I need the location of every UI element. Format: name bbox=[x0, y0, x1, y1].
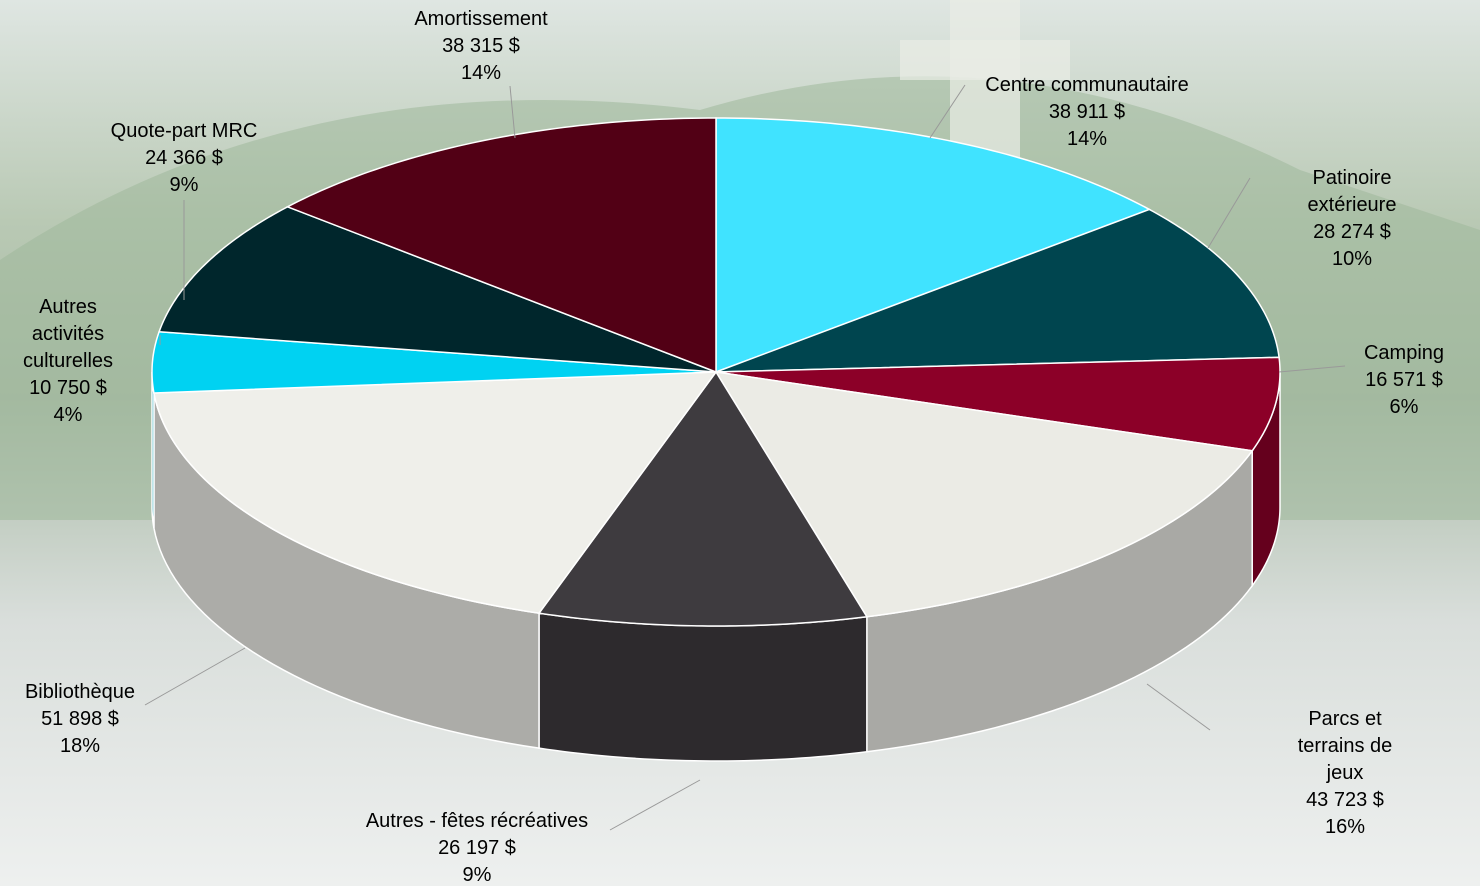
label-text: 18% bbox=[59, 735, 101, 757]
data-label: Parcs et terrains de jeux 43 723 $ 16% bbox=[1278, 706, 1413, 841]
slice bbox=[715, 208, 1280, 373]
label-text: 14% bbox=[1066, 128, 1108, 150]
slice bbox=[158, 206, 717, 373]
label-text: 38 315 $ bbox=[442, 35, 520, 57]
slice bbox=[285, 117, 717, 374]
data-label: Camping 16 571 $ 6% bbox=[1364, 340, 1444, 421]
label-text: 43 723 $ bbox=[1306, 789, 1384, 811]
slice-side bbox=[151, 371, 155, 529]
label-text: Patinoire extérieure bbox=[1307, 167, 1397, 216]
leader-line bbox=[929, 84, 966, 139]
label-text: 38 911 $ bbox=[1048, 101, 1126, 123]
leader-line bbox=[609, 779, 701, 831]
slice bbox=[537, 370, 869, 627]
label-text: 6% bbox=[1389, 396, 1419, 418]
data-label: Autres - fêtes récréatives 26 197 $ 9% bbox=[366, 808, 588, 886]
label-text: Quote-part MRC bbox=[110, 120, 258, 142]
label-text: 24 366 $ bbox=[145, 147, 223, 169]
slice bbox=[153, 371, 718, 614]
label-text: 9% bbox=[169, 174, 199, 196]
leader-line bbox=[509, 85, 516, 139]
label-text: 26 197 $ bbox=[438, 837, 516, 859]
data-label: Centre communautaire 38 911 $ 14% bbox=[985, 72, 1188, 153]
leader-line bbox=[1278, 365, 1346, 373]
leader-line bbox=[1146, 683, 1211, 731]
label-text: 16 571 $ bbox=[1365, 369, 1443, 391]
label-text: Parcs et terrains de jeux bbox=[1297, 708, 1393, 784]
label-text: Camping bbox=[1363, 342, 1445, 364]
label-text: 9% bbox=[462, 864, 492, 886]
label-text: Autres - fêtes récréatives bbox=[365, 810, 589, 832]
data-label: Autres activités culturelles 10 750 $ 4% bbox=[13, 294, 123, 429]
label-text: 10 750 $ bbox=[29, 377, 107, 399]
data-label: Amortissement 38 315 $ 14% bbox=[414, 6, 547, 87]
label-text: Centre communautaire bbox=[985, 74, 1189, 96]
label-text: Amortissement bbox=[414, 8, 548, 30]
leader-line bbox=[1207, 177, 1251, 249]
background-cross bbox=[900, 40, 1070, 80]
slice bbox=[151, 330, 717, 394]
slice bbox=[715, 117, 1152, 374]
slice-side bbox=[538, 612, 868, 762]
label-text: 10% bbox=[1331, 248, 1373, 270]
leader-line bbox=[144, 647, 246, 706]
data-label: Patinoire extérieure 28 274 $ 10% bbox=[1288, 165, 1416, 273]
label-text: 16% bbox=[1324, 816, 1366, 838]
label-text: Autres activités culturelles bbox=[22, 296, 114, 372]
label-text: Bibliothèque bbox=[24, 681, 136, 703]
data-label: Bibliothèque 51 898 $ 18% bbox=[25, 679, 135, 760]
label-text: 14% bbox=[460, 62, 502, 84]
label-text: 4% bbox=[53, 404, 83, 426]
label-text: 28 274 $ bbox=[1313, 221, 1391, 243]
slice bbox=[714, 371, 1254, 618]
data-label: Quote-part MRC 24 366 $ 9% bbox=[111, 118, 258, 199]
label-text: 51 898 $ bbox=[41, 708, 119, 730]
